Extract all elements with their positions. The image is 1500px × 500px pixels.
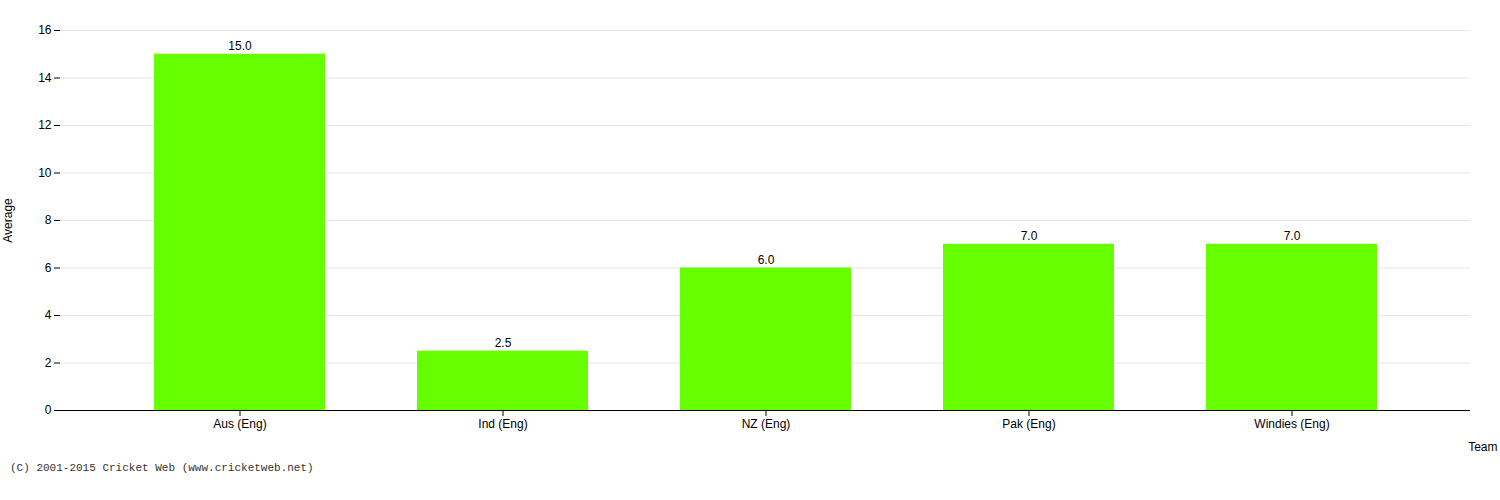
svg-text:15.0: 15.0 <box>228 39 252 53</box>
svg-text:12: 12 <box>38 118 52 132</box>
svg-text:Team: Team <box>1468 440 1497 454</box>
svg-text:2: 2 <box>45 356 52 370</box>
svg-text:Average: Average <box>1 198 15 243</box>
svg-text:Aus (Eng): Aus (Eng) <box>213 417 266 431</box>
svg-text:Pak (Eng): Pak (Eng) <box>1002 417 1055 431</box>
svg-text:7.0: 7.0 <box>1021 229 1038 243</box>
svg-text:14: 14 <box>38 71 52 85</box>
svg-text:16: 16 <box>38 23 52 37</box>
svg-text:6.0: 6.0 <box>758 253 775 267</box>
svg-text:2.5: 2.5 <box>495 336 512 350</box>
html-text:(C) 2001-2015 Cricket Web (www: (C) 2001-2015 Cricket Web (www.cricketwe… <box>10 462 314 474</box>
svg-text:Windies (Eng): Windies (Eng) <box>1254 417 1329 431</box>
svg-text:8: 8 <box>45 213 52 227</box>
svg-text:Ind (Eng): Ind (Eng) <box>478 417 527 431</box>
svg-text:6: 6 <box>45 261 52 275</box>
svg-text:10: 10 <box>38 166 52 180</box>
svg-text:0: 0 <box>45 403 52 417</box>
svg-text:4: 4 <box>45 308 52 322</box>
svg-text:7.0: 7.0 <box>1284 229 1301 243</box>
svg-text:NZ (Eng): NZ (Eng) <box>742 417 791 431</box>
